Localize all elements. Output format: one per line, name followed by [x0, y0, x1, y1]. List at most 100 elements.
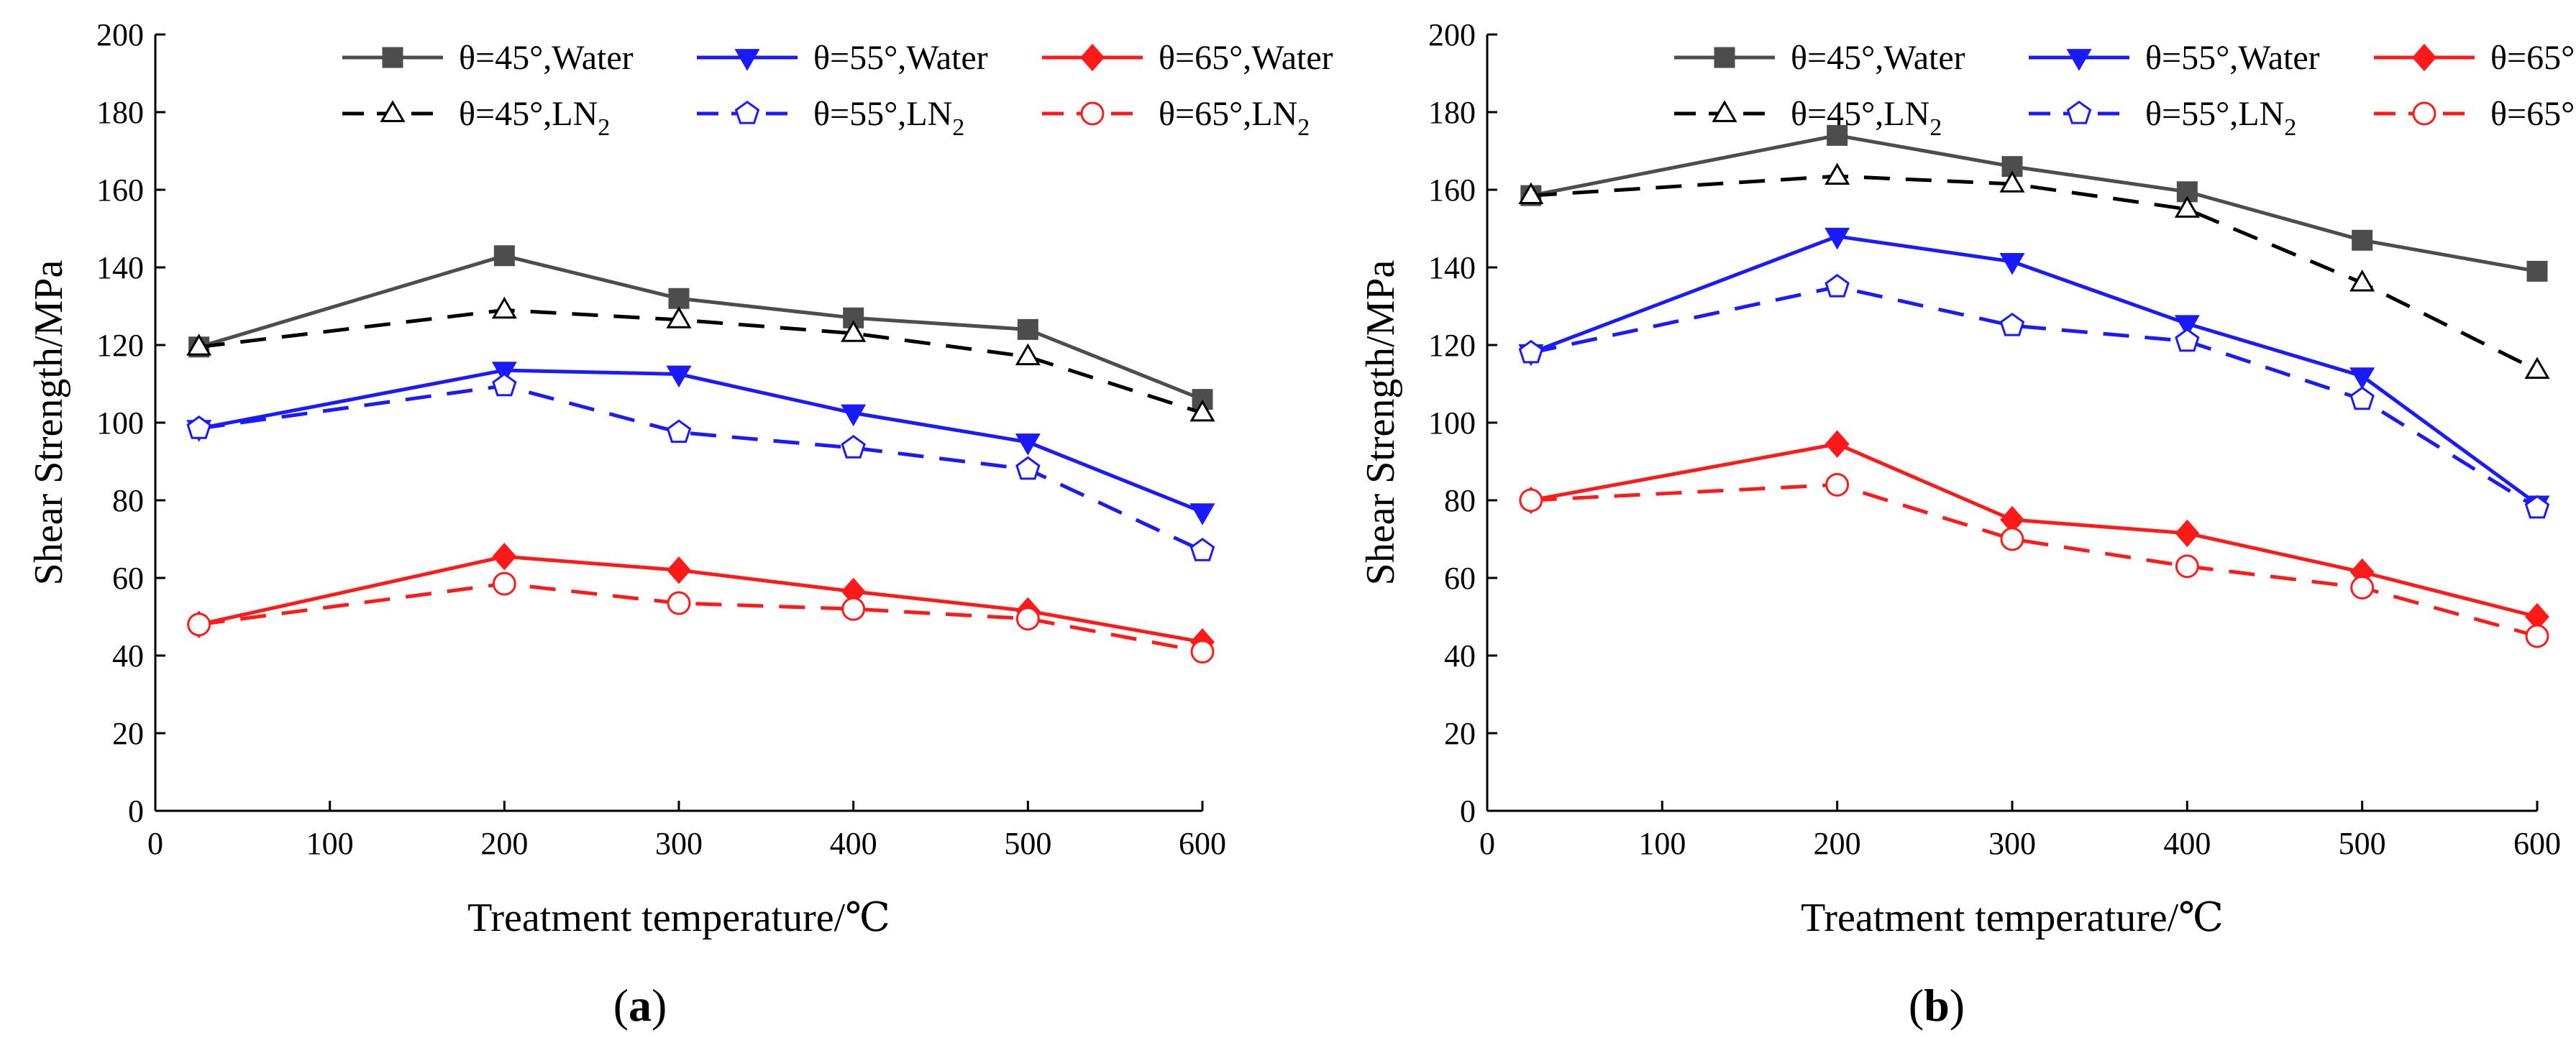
x-tick-label: 200: [1814, 826, 1861, 861]
data-point: [1189, 538, 1215, 561]
data-point: [186, 415, 211, 439]
legend-label: θ=65°,LN2: [2490, 95, 2576, 141]
legend-item: θ=55°,LN2: [697, 95, 964, 141]
series-line: [1530, 285, 2539, 510]
series-5: [1518, 273, 2550, 519]
legend-label: θ=45°,LN2: [459, 95, 610, 141]
y-tick-label: 80: [1444, 483, 1476, 518]
data-point: [2174, 196, 2200, 218]
series-6: [187, 571, 1215, 664]
x-tick-label: 300: [1988, 826, 2036, 861]
panel-label-b: (b): [1909, 980, 1965, 1031]
legend-label: θ=45°,Water: [459, 39, 634, 77]
legend-item: θ=55°,LN2: [2029, 95, 2296, 141]
legend-label: θ=55°,Water: [2145, 39, 2320, 77]
legend-marker: [2066, 100, 2092, 124]
data-point: [2352, 229, 2373, 251]
legend-label-subscript: 2: [2284, 114, 2296, 141]
data-point: [493, 245, 515, 267]
legend-label-subscript: 2: [952, 114, 964, 141]
data-point: [841, 320, 867, 342]
legend-label: θ=65°,LN2: [1159, 95, 1310, 141]
chart-panel-b: 0 20 40 60 80 100 120 140 160 180 200 0 100 200 300 400…: [1358, 17, 2576, 940]
data-point: [2524, 357, 2550, 379]
legend-item: θ=55°,Water: [697, 39, 988, 77]
data-point: [1189, 399, 1215, 422]
data-point: [1824, 430, 1850, 458]
data-point: [2175, 554, 2199, 579]
legend-label: θ=55°,Water: [813, 39, 988, 77]
x-axis-label: Treatment temperature/℃: [467, 896, 890, 940]
data-point: [1015, 433, 1041, 456]
y-tick-label: 40: [112, 638, 144, 674]
data-point: [841, 404, 867, 427]
data-point: [2524, 495, 2550, 519]
x-tick-label: 400: [2163, 826, 2211, 861]
series-line: [1530, 442, 2538, 619]
chart-panel-a: 0 20 40 60 80 100 120 140 160 180 200 0 100 200 300 400…: [27, 17, 1333, 940]
data-point: [668, 288, 690, 309]
legend-marker: [1080, 43, 1105, 72]
data-point: [1189, 503, 1215, 525]
data-point: [1825, 472, 1850, 497]
series-4: [1518, 162, 2550, 379]
x-tick-label: 0: [1479, 826, 1495, 861]
data-point: [1519, 488, 1543, 513]
series-3: [1518, 430, 2549, 631]
legend-item: θ=45°,Water: [342, 39, 634, 77]
x-tick-label: 600: [1179, 826, 1226, 861]
data-point: [1017, 318, 1038, 340]
panel-label-a: (a): [613, 980, 667, 1031]
legend-marker: [734, 49, 760, 71]
series-5: [186, 372, 1215, 561]
data-point: [2349, 386, 2375, 410]
y-tick-label: 120: [1428, 328, 1476, 363]
series-line: [198, 308, 1203, 415]
x-axis-label: Treatment temperature/℃: [1801, 896, 2224, 940]
series-line: [1530, 482, 2538, 638]
data-point: [1999, 312, 2025, 336]
y-axis-label: Shear Strength/MPa: [27, 260, 71, 586]
x-tick-label: 500: [2339, 826, 2386, 861]
data-point: [841, 434, 866, 459]
legend-label: θ=55°,LN2: [813, 95, 964, 141]
legend-marker: [2066, 49, 2092, 71]
legend: θ=45°,Water θ=55°,Water θ=65°,Water θ=45°,L…: [342, 39, 1333, 141]
data-point: [187, 612, 211, 637]
x-tick-label: 200: [480, 826, 528, 861]
legend-label: θ=65°,Water: [2490, 39, 2576, 77]
legend-label: θ=45°,Water: [1791, 39, 1965, 77]
legend-marker: [380, 100, 406, 122]
data-point: [2176, 181, 2198, 203]
y-tick-label: 0: [1460, 794, 1476, 829]
data-point: [2175, 328, 2200, 352]
y-tick-label: 180: [1428, 95, 1476, 130]
y-tick-label: 200: [1428, 17, 1476, 52]
data-point: [1824, 273, 1850, 298]
y-tick-label: 20: [112, 716, 144, 751]
data-point: [2174, 315, 2200, 337]
legend-label-subscript: 2: [1297, 114, 1310, 141]
legend-marker: [2412, 43, 2436, 72]
data-point: [1015, 343, 1041, 366]
series-1: [188, 245, 1213, 410]
data-point: [492, 571, 516, 596]
legend-label: θ=45°,LN2: [1791, 95, 1942, 141]
y-tick-label: 80: [112, 483, 144, 518]
legend-item: θ=45°,Water: [1674, 39, 1965, 77]
y-tick-label: 160: [96, 173, 144, 208]
data-point: [1015, 607, 1040, 631]
series-line: [1530, 234, 2539, 506]
series-line: [198, 254, 1203, 401]
data-point: [667, 591, 691, 615]
x-tick-label: 600: [2513, 826, 2561, 861]
legend-marker: [382, 47, 403, 68]
series-line: [198, 368, 1203, 514]
legend-marker: [2412, 101, 2436, 126]
data-point: [492, 372, 517, 397]
data-point: [1824, 162, 1850, 185]
data-point: [1518, 182, 1544, 204]
data-point: [2525, 624, 2549, 648]
series-line: [198, 554, 1203, 644]
